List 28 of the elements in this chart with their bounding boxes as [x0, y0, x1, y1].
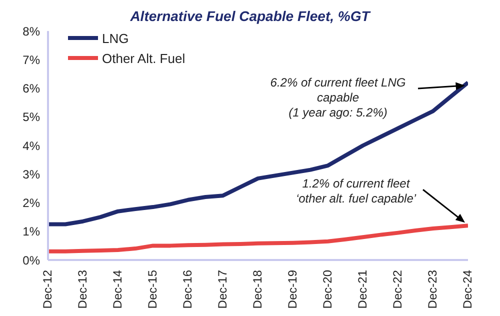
y-tick-label: 3% — [22, 167, 40, 182]
y-tick-label: 1% — [22, 224, 40, 239]
annotation: 6.2% of current fleet LNG capable (1 year ago: 5.2%) — [270, 76, 406, 120]
x-tick-label: Dec-19 — [285, 270, 300, 309]
line-series — [48, 224, 468, 254]
x-tick-label: Dec-12 — [40, 270, 55, 309]
y-tick-label: 2% — [22, 196, 40, 210]
y-tick-label: 0% — [22, 253, 40, 268]
x-tick-label: Dec-23 — [425, 270, 440, 309]
x-tick-label: Dec-16 — [180, 270, 195, 309]
y-tick-label: 7% — [22, 52, 40, 67]
y-tick-label: 4% — [22, 138, 40, 153]
chart-title: Alternative Fuel Capable Fleet, %GT — [129, 8, 372, 26]
legend-label: LNG — [102, 30, 129, 46]
x-tick-label: Dec-22 — [390, 270, 404, 309]
x-tick-label: Dec-20 — [320, 270, 335, 309]
x-tick-label: Dec-18 — [250, 270, 264, 309]
x-tick-label: Dec-21 — [355, 270, 370, 309]
x-tick-label: Dec-14 — [110, 270, 124, 309]
y-tick-label: 8% — [22, 24, 40, 38]
y-tick-label: 6% — [22, 82, 40, 96]
x-tick-label: Dec-17 — [215, 270, 230, 309]
x-tick-label: Dec-13 — [75, 270, 90, 309]
legend-label: Other Alt. Fuel — [102, 50, 186, 66]
y-tick-label: 5% — [22, 110, 40, 124]
annotation: 1.2% of current fleet ‘other alt. fuel capable’ — [296, 176, 416, 206]
x-tick-label: Dec-24 — [460, 270, 475, 309]
x-tick-label: Dec-15 — [145, 270, 160, 309]
